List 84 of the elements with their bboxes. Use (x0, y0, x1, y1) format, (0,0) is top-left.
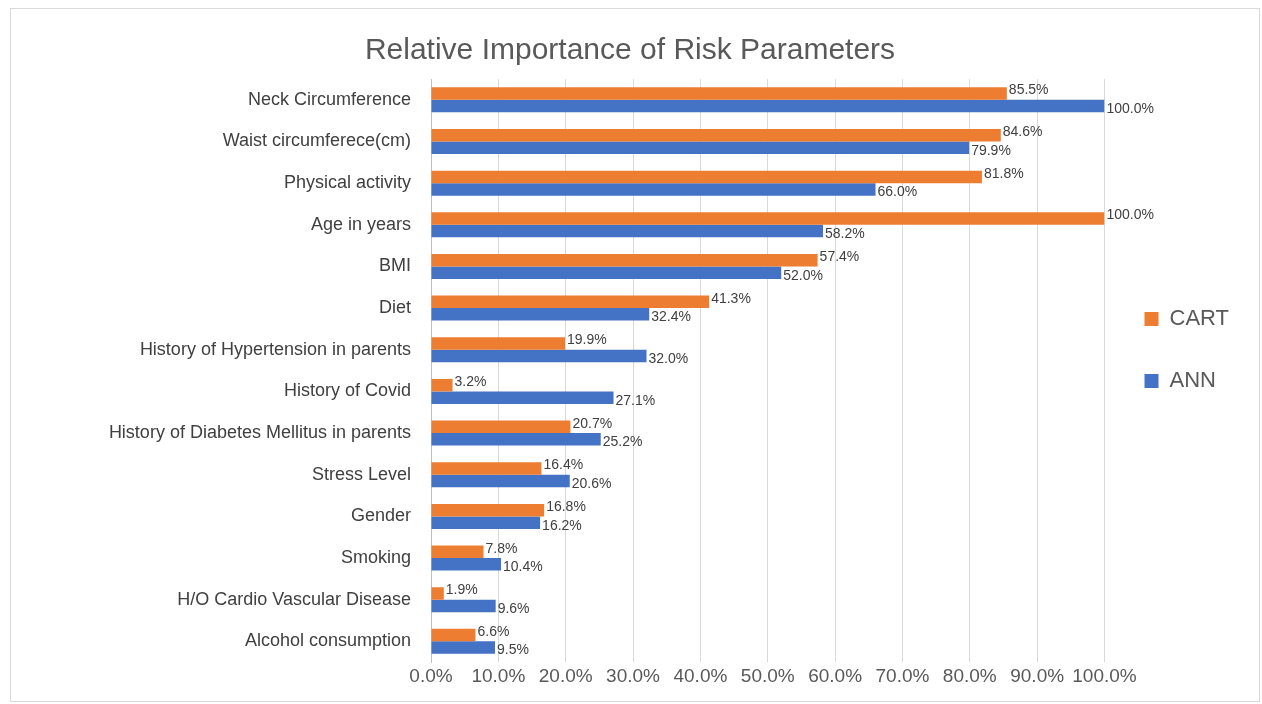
y-tick-label: Age in years (310, 213, 411, 234)
bar (431, 628, 476, 642)
x-tick-label: 60.0% (808, 664, 863, 686)
bar (431, 378, 453, 392)
x-tick-label: 80.0% (942, 664, 997, 686)
x-tick-label: 50.0% (740, 664, 795, 686)
y-tick-label: Gender (350, 505, 411, 526)
bar (431, 308, 650, 321)
y-tick-label: Waist circumferece(cm) (222, 130, 411, 151)
data-label: 27.1% (615, 391, 656, 408)
data-label: 9.5% (496, 641, 529, 658)
x-tick-label: 90.0% (1010, 664, 1065, 686)
data-label: 25.2% (602, 433, 643, 450)
y-tick-label: History of Diabetes Mellitus in parents (108, 422, 411, 443)
x-tick-label: 40.0% (673, 664, 728, 686)
bar (431, 503, 545, 517)
bar (431, 516, 541, 529)
data-label: 20.7% (572, 414, 613, 431)
y-tick-label: Stress Level (311, 463, 411, 484)
y-tick-label: History of Covid (283, 380, 411, 401)
bar (431, 212, 1105, 225)
x-tick-label: 70.0% (875, 664, 930, 686)
bar (431, 295, 710, 309)
data-label: 6.6% (477, 622, 510, 639)
data-label: 16.4% (543, 456, 584, 473)
chart-title: Relative Importance of Risk Parameters (364, 32, 896, 66)
data-label: 100.0% (1106, 99, 1154, 116)
x-tick-label: 20.0% (538, 664, 593, 686)
y-tick-label: Physical activity (283, 172, 411, 193)
bar (431, 87, 1007, 100)
data-label: 16.2% (542, 516, 582, 533)
data-label: 32.4% (651, 308, 691, 325)
bar (431, 391, 614, 404)
data-label: 9.6% (497, 599, 530, 616)
x-tick-label: 10.0% (471, 664, 526, 686)
bar (431, 599, 496, 613)
bar (431, 337, 566, 350)
data-label: 3.2% (454, 373, 487, 390)
y-tick-label: Alcohol consumption (244, 630, 411, 651)
data-label: 19.9% (567, 331, 607, 348)
bar (431, 545, 484, 559)
data-label: 58.2% (824, 224, 865, 241)
data-label: 66.0% (877, 183, 918, 200)
bar (431, 266, 782, 279)
data-label: 81.8% (983, 164, 1024, 181)
bar (431, 141, 970, 154)
y-tick-label: Neck Circumference (247, 88, 411, 109)
bar (431, 183, 876, 196)
data-label: 57.4% (819, 248, 860, 265)
bar (431, 420, 571, 434)
legend-label: CART (1169, 305, 1230, 331)
y-tick-label: H/O Cardio Vascular Disease (177, 588, 411, 609)
y-tick-label: BMI (378, 255, 411, 276)
bar (431, 128, 1001, 142)
y-tick-label: History of Hypertension in parents (139, 338, 411, 359)
x-tick-label: 0.0% (409, 664, 453, 686)
data-label: 85.5% (1008, 81, 1049, 98)
data-label: 32.0% (648, 349, 689, 366)
bar (431, 224, 823, 238)
bar (431, 641, 495, 654)
data-label: 10.4% (503, 558, 543, 575)
data-label: 20.6% (571, 474, 612, 491)
data-label: 7.8% (485, 539, 518, 556)
legend-label: ANN (1169, 367, 1216, 393)
data-label: 16.8% (546, 498, 586, 515)
data-label: 84.6% (1002, 123, 1043, 140)
x-tick-label: 100.0% (1072, 664, 1137, 686)
bar (431, 99, 1105, 113)
data-label: 79.9% (971, 141, 1011, 158)
bar (431, 474, 570, 488)
bar (431, 462, 542, 475)
bar (431, 587, 444, 600)
bar (431, 253, 818, 267)
bar (431, 558, 502, 571)
data-label: 52.0% (783, 266, 823, 283)
bar (431, 170, 982, 184)
data-label: 100.0% (1106, 206, 1154, 223)
data-label: 41.3% (711, 289, 751, 306)
y-tick-label: Diet (378, 297, 411, 318)
bar (431, 349, 647, 363)
bar (431, 433, 601, 446)
data-label: 1.9% (445, 581, 478, 598)
y-tick-label: Smoking (340, 547, 411, 568)
x-tick-label: 30.0% (606, 664, 661, 686)
